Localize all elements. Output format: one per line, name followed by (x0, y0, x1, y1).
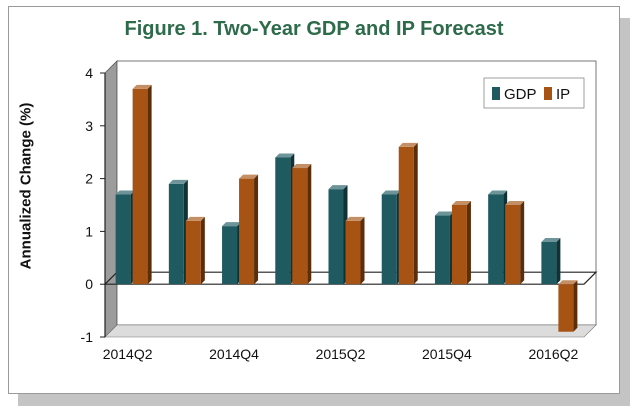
gdp-bar-2015Q2 (328, 185, 348, 285)
x-tick-label: 2016Q2 (528, 346, 578, 362)
y-tick-label: 2 (85, 171, 93, 187)
y-tick-label: 0 (85, 276, 93, 292)
gdp-bar-2016Q2 (541, 237, 561, 285)
legend-label-ip: IP (556, 86, 570, 103)
ip-bar-2015Q2 (345, 216, 365, 285)
x-tick-label: 2015Q2 (316, 346, 366, 362)
ip-bar-2016Q2 (558, 280, 578, 332)
zero-line (103, 271, 598, 285)
legend-swatch-gdp (492, 87, 500, 100)
y-tick-label: 4 (85, 65, 93, 81)
plot-side-wall (104, 60, 118, 338)
y-tick-label: 3 (85, 118, 93, 134)
legend-box (483, 77, 585, 109)
ip-bar-2015Q1 (292, 164, 312, 285)
legend-swatch-ip (544, 87, 552, 100)
chart-title: Figure 1. Two-Year GDP and IP Forecast (124, 18, 504, 40)
ip-bar-2014Q4 (239, 174, 259, 285)
gdp-bar-2016Q1 (488, 190, 508, 285)
gdp-bar-2015Q3 (381, 190, 401, 285)
gdp-bar-2015Q4 (434, 211, 454, 285)
gdp-bar-2014Q4 (222, 222, 242, 285)
plot-floor (104, 324, 597, 338)
gdp-bar-2015Q1 (275, 153, 295, 285)
gdp-bar-2014Q2 (115, 190, 135, 285)
gdp-bar-2014Q3 (168, 179, 188, 285)
x-tick-label: 2014Q4 (209, 346, 259, 362)
ip-bar-2016Q1 (505, 201, 525, 285)
ip-bar-2014Q3 (185, 216, 205, 285)
legend-label-gdp: GDP (504, 86, 537, 103)
ip-bar-2015Q4 (451, 201, 471, 285)
ip-bar-2014Q2 (132, 84, 152, 285)
ip-bar-2015Q3 (398, 142, 418, 285)
y-tick-label: 1 (85, 223, 93, 239)
x-tick-label: 2014Q2 (103, 346, 153, 362)
x-tick-label: 2015Q4 (422, 346, 472, 362)
y-tick-label: -1 (81, 329, 94, 345)
